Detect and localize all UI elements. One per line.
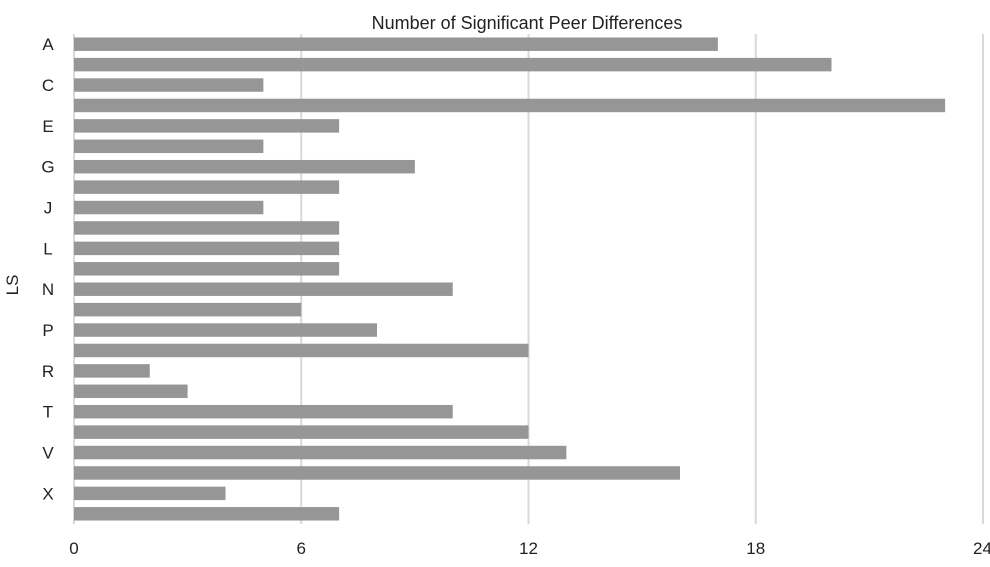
y-tick-label: T xyxy=(43,403,53,422)
y-tick-label: N xyxy=(42,280,54,299)
bar-F xyxy=(74,139,264,154)
bar-C xyxy=(74,78,264,92)
bar-K xyxy=(74,221,340,235)
chart-title: Number of Significant Peer Differences xyxy=(372,13,683,33)
bar-L xyxy=(74,241,340,256)
x-tick-label: 18 xyxy=(746,539,765,558)
bar-D xyxy=(74,98,946,113)
y-tick-label: G xyxy=(41,158,54,177)
bar-V xyxy=(74,445,567,460)
y-tick-label: A xyxy=(42,35,54,54)
bar-P xyxy=(74,323,377,337)
bar-R xyxy=(74,364,150,378)
bar-O xyxy=(74,302,302,317)
bar-U xyxy=(74,425,529,439)
bars xyxy=(74,37,946,521)
y-tick-label: L xyxy=(43,239,52,258)
y-axis-label: LS xyxy=(3,275,22,296)
y-tick-labels: A C E G J L N P R T V X xyxy=(41,35,54,503)
y-tick-label: V xyxy=(42,444,54,463)
y-tick-label: R xyxy=(42,362,54,381)
y-tick-label: X xyxy=(42,484,53,503)
y-tick-label: J xyxy=(44,199,53,218)
bar-W xyxy=(74,466,680,480)
bar-H xyxy=(74,180,340,194)
bar-Q xyxy=(74,343,529,358)
y-tick-label: C xyxy=(42,76,54,95)
x-tick-label: 6 xyxy=(297,539,306,558)
bar-E xyxy=(74,119,340,133)
gridlines xyxy=(73,34,984,524)
x-tick-label: 24 xyxy=(973,539,990,558)
x-tick-labels: 0 6 12 18 24 xyxy=(69,539,990,558)
bar-T xyxy=(74,404,453,419)
bar-J xyxy=(74,200,264,215)
x-tick-label: 0 xyxy=(69,539,78,558)
y-tick-label: P xyxy=(42,321,53,340)
bar-N xyxy=(74,282,453,296)
bar-S xyxy=(74,384,188,399)
y-tick-label: E xyxy=(42,117,53,136)
x-tick-label: 12 xyxy=(519,539,538,558)
bar-Y xyxy=(74,507,340,521)
bar-M xyxy=(74,262,340,276)
bar-A xyxy=(74,37,718,51)
bar-G xyxy=(74,159,415,174)
bar-X xyxy=(74,486,226,501)
bar-B xyxy=(74,57,832,72)
